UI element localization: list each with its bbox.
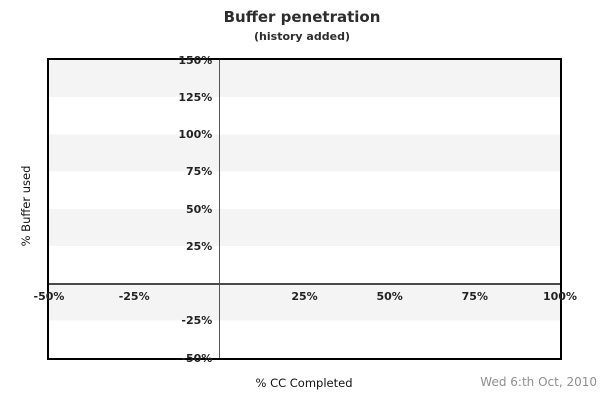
y-tick-label: 50% — [185, 202, 213, 216]
plot-area: 150% 125% 100% 75% 50% 25% -25% -50% -50% -25% 25%… — [34, 54, 577, 365]
y-tick-label: 25% — [185, 239, 213, 253]
y-tick-label: -25% — [181, 314, 213, 328]
y-axis-zero-line — [218, 60, 221, 358]
y-tick-label: 150% — [178, 53, 213, 67]
y-tick-label: -50% — [181, 351, 213, 365]
date-stamp: Wed 6:th Oct, 2010 — [480, 375, 597, 389]
x-axis-title: % CC Completed — [255, 376, 353, 390]
x-tick-label: 50% — [376, 289, 403, 303]
x-axis-zero-line — [49, 282, 560, 285]
x-tick-label: 100% — [543, 289, 577, 303]
x-tick-label: -25% — [118, 289, 150, 303]
y-axis-title: % Buffer used — [19, 165, 33, 247]
chart-title: Buffer penetration — [223, 8, 381, 26]
x-tick-label: 25% — [291, 289, 318, 303]
chart-subtitle: (history added) — [254, 30, 350, 43]
x-tick-label: -50% — [33, 289, 65, 303]
y-tick-label: 100% — [178, 128, 213, 141]
x-tick-label: 75% — [461, 289, 488, 303]
y-tick-label: 125% — [178, 90, 213, 104]
y-tick-label: 75% — [185, 165, 213, 179]
